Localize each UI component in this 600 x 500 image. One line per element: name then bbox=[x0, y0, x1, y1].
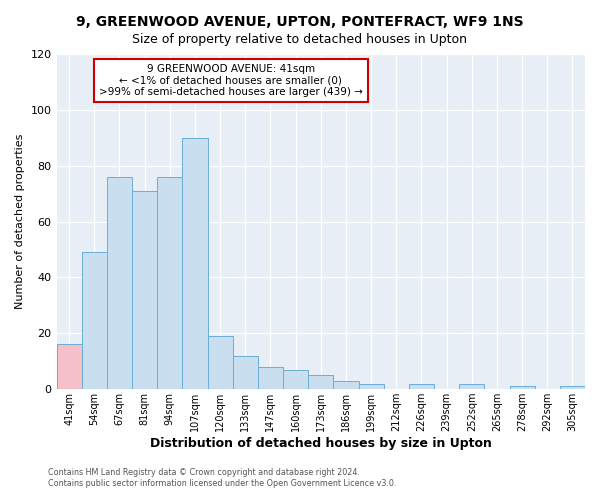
Bar bbox=[132, 191, 157, 389]
Bar bbox=[359, 384, 383, 389]
Bar bbox=[509, 386, 535, 389]
Y-axis label: Number of detached properties: Number of detached properties bbox=[15, 134, 25, 310]
Text: 9 GREENWOOD AVENUE: 41sqm
← <1% of detached houses are smaller (0)
>99% of semi-: 9 GREENWOOD AVENUE: 41sqm ← <1% of detac… bbox=[99, 64, 363, 98]
Bar bbox=[107, 177, 132, 389]
Bar bbox=[560, 386, 585, 389]
Bar bbox=[182, 138, 208, 389]
Bar bbox=[308, 375, 334, 389]
Text: 9, GREENWOOD AVENUE, UPTON, PONTEFRACT, WF9 1NS: 9, GREENWOOD AVENUE, UPTON, PONTEFRACT, … bbox=[76, 15, 524, 29]
Bar bbox=[208, 336, 233, 389]
Bar bbox=[334, 381, 359, 389]
Bar bbox=[157, 177, 182, 389]
Bar bbox=[258, 367, 283, 389]
Bar bbox=[82, 252, 107, 389]
Bar bbox=[283, 370, 308, 389]
X-axis label: Distribution of detached houses by size in Upton: Distribution of detached houses by size … bbox=[150, 437, 492, 450]
Bar bbox=[459, 384, 484, 389]
Bar bbox=[409, 384, 434, 389]
Bar bbox=[233, 356, 258, 389]
Bar bbox=[56, 344, 82, 389]
Text: Contains HM Land Registry data © Crown copyright and database right 2024.
Contai: Contains HM Land Registry data © Crown c… bbox=[48, 468, 397, 487]
Text: Size of property relative to detached houses in Upton: Size of property relative to detached ho… bbox=[133, 32, 467, 46]
